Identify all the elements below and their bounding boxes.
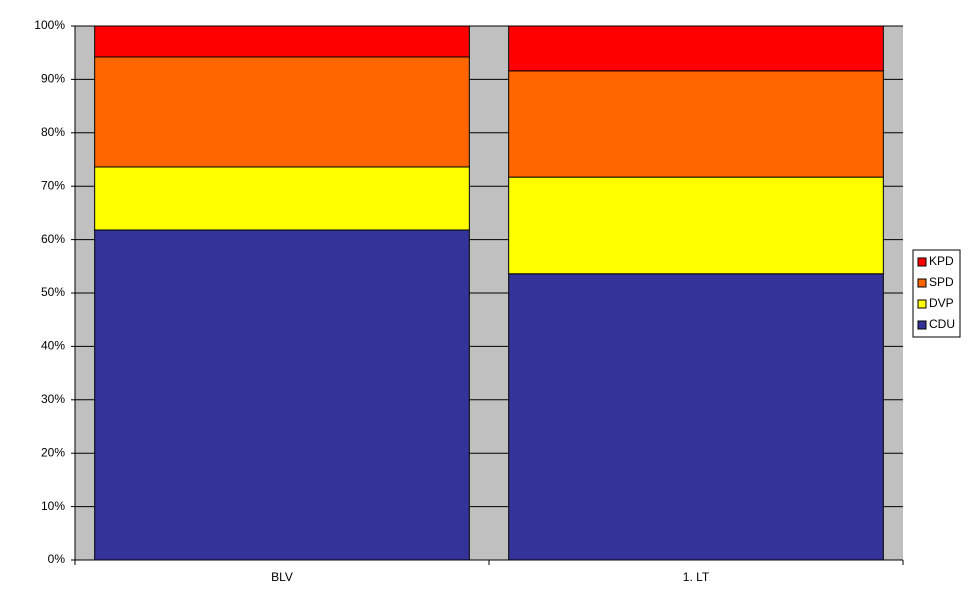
y-tick-label: 30% — [41, 392, 65, 406]
y-tick-label: 10% — [41, 499, 65, 513]
y-tick-label: 0% — [48, 552, 66, 566]
y-tick-label: 20% — [41, 445, 65, 459]
y-tick-label: 50% — [41, 285, 65, 299]
y-tick-label: 80% — [41, 125, 65, 139]
bar-segment — [94, 166, 470, 231]
legend-label: DVP — [929, 296, 954, 310]
y-tick-label: 40% — [41, 339, 65, 353]
y-tick-label: 100% — [34, 18, 65, 32]
x-tick-label: BLV — [271, 570, 293, 584]
bar-segment — [94, 25, 470, 58]
legend-label: CDU — [929, 317, 955, 331]
bar-segment — [508, 25, 884, 72]
legend-label: SPD — [929, 275, 954, 289]
legend-label: KPD — [929, 254, 954, 268]
legend-swatch — [917, 257, 927, 267]
y-tick-label: 90% — [41, 72, 65, 86]
y-tick-label: 70% — [41, 178, 65, 192]
legend-swatch — [917, 320, 927, 330]
bar-segment — [94, 56, 470, 168]
x-tick-label: 1. LT — [683, 570, 710, 584]
legend-swatch — [917, 278, 927, 288]
bar-segment — [94, 229, 470, 561]
legend-swatch — [917, 299, 927, 309]
bar-segment — [508, 70, 884, 178]
bar-segment — [508, 176, 884, 275]
bar-segment — [508, 273, 884, 561]
y-tick-label: 60% — [41, 232, 65, 246]
